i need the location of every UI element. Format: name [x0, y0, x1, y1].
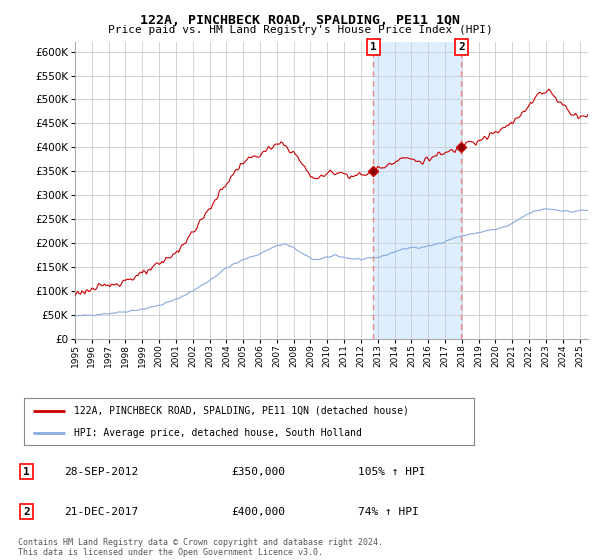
- Text: 2: 2: [458, 42, 465, 52]
- Bar: [373, 42, 461, 339]
- Text: 74% ↑ HPI: 74% ↑ HPI: [358, 507, 418, 516]
- Text: 21-DEC-2017: 21-DEC-2017: [64, 507, 138, 516]
- Text: 1: 1: [370, 42, 377, 52]
- Text: Contains HM Land Registry data © Crown copyright and database right 2024.
This d: Contains HM Land Registry data © Crown c…: [18, 538, 383, 557]
- Text: £400,000: £400,000: [231, 507, 285, 516]
- Text: 1: 1: [23, 466, 30, 477]
- Text: 105% ↑ HPI: 105% ↑ HPI: [358, 466, 425, 477]
- Text: 2: 2: [23, 507, 30, 516]
- Text: HPI: Average price, detached house, South Holland: HPI: Average price, detached house, Sout…: [74, 428, 361, 438]
- Text: Price paid vs. HM Land Registry's House Price Index (HPI): Price paid vs. HM Land Registry's House …: [107, 25, 493, 35]
- Text: £350,000: £350,000: [231, 466, 285, 477]
- Text: 122A, PINCHBECK ROAD, SPALDING, PE11 1QN (detached house): 122A, PINCHBECK ROAD, SPALDING, PE11 1QN…: [74, 406, 409, 416]
- Text: 122A, PINCHBECK ROAD, SPALDING, PE11 1QN: 122A, PINCHBECK ROAD, SPALDING, PE11 1QN: [140, 14, 460, 27]
- Text: 28-SEP-2012: 28-SEP-2012: [64, 466, 138, 477]
